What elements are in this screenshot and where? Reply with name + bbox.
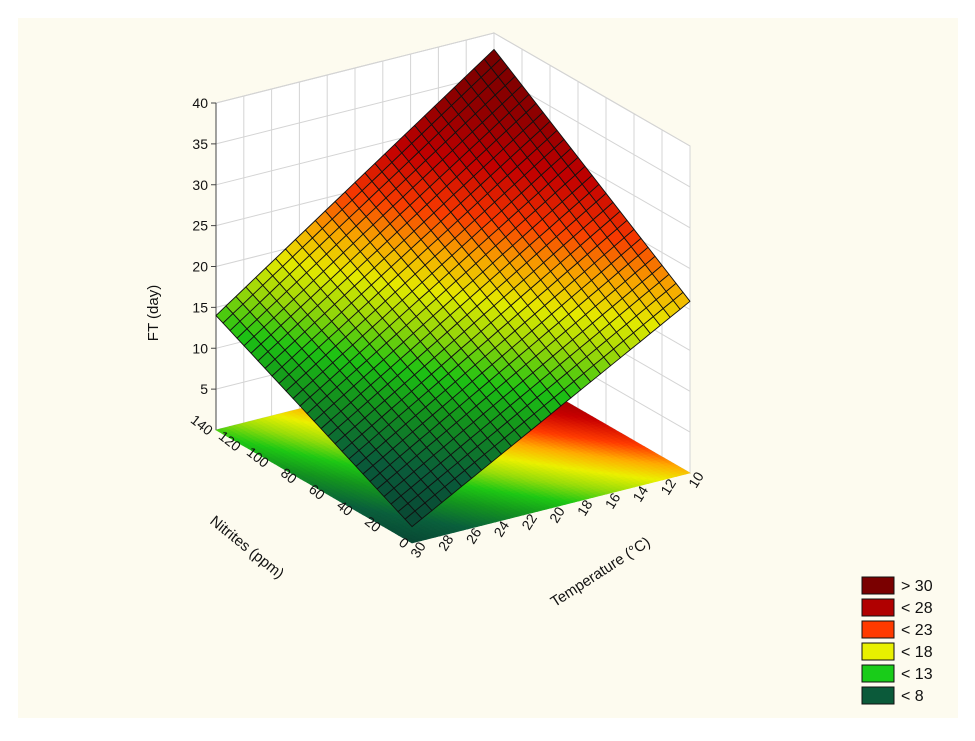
legend-swatch: [861, 664, 895, 683]
z-tick-label: 5: [200, 381, 208, 397]
legend-swatch: [861, 642, 895, 661]
x-tick-label: 18: [574, 497, 596, 519]
z-tick-label: 25: [192, 218, 208, 234]
z-axis-label: FT (day): [145, 285, 162, 341]
x-tick-label: 26: [463, 525, 485, 547]
floor-cell: [215, 428, 225, 433]
legend-swatch: [861, 576, 895, 595]
x-tick-label: 20: [546, 504, 568, 526]
legend: > 30 < 28 < 23 < 18 < 13 < 8: [861, 576, 933, 705]
x-tick-label: 16: [602, 490, 624, 512]
surface-cell: [215, 305, 234, 324]
z-tick-label: 30: [192, 177, 208, 193]
x-tick-label: 24: [490, 518, 512, 540]
x-tick-label: 30: [407, 539, 429, 561]
legend-label: < 18: [901, 644, 933, 661]
z-tick-label: 15: [192, 299, 208, 315]
z-tick-label: 10: [192, 340, 208, 356]
legend-label: < 23: [901, 622, 933, 639]
legend-label: < 13: [901, 666, 933, 683]
z-tick-label: 35: [192, 136, 208, 152]
z-tick-label: 40: [192, 95, 208, 111]
legend-label: < 8: [901, 688, 924, 705]
x-tick-label: 14: [629, 483, 651, 505]
response-surface: [215, 48, 691, 528]
x-tick-label: 28: [435, 532, 457, 554]
x-tick-label: 12: [657, 476, 679, 498]
legend-swatch: [861, 686, 895, 705]
legend-label: > 30: [901, 578, 933, 595]
x-tick-label: 22: [518, 511, 540, 533]
z-tick-label: 20: [192, 259, 208, 275]
legend-swatch: [861, 598, 895, 617]
legend-label: < 28: [901, 600, 933, 617]
x-tick-label: 10: [685, 469, 707, 491]
axis-ticks: 5101520253035401012141618202224262830020…: [188, 95, 707, 561]
legend-swatch: [861, 620, 895, 639]
